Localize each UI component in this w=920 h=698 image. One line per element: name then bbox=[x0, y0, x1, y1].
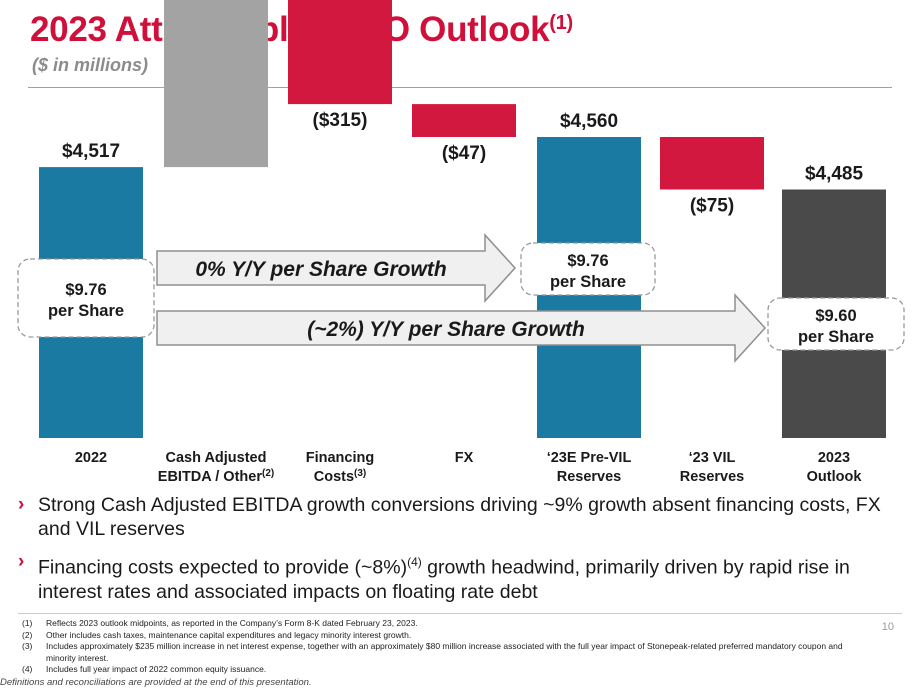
bar-1 bbox=[164, 0, 268, 168]
footnote: (4) Includes full year impact of 2022 com… bbox=[22, 664, 267, 674]
category-label: FX bbox=[455, 450, 474, 466]
bar-5 bbox=[660, 137, 764, 190]
growth-arrow-label: (~2%) Y/Y per Share Growth bbox=[307, 318, 585, 341]
chevron-right-icon: › bbox=[18, 551, 25, 572]
bullet-item-2: › Financing costs expected to provide (~… bbox=[18, 551, 850, 603]
per-share-label: $9.76 per Share bbox=[48, 281, 124, 320]
category-label: ‘23 VIL Reserves bbox=[680, 450, 745, 485]
category-label: Financing Costs(3) bbox=[306, 450, 374, 485]
bullet-item-1: › Strong Cash Adjusted EBITDA growth con… bbox=[18, 494, 881, 540]
footnote: (1) Reflects 2023 outlook midpoints, as r… bbox=[22, 618, 418, 628]
bar-3 bbox=[412, 104, 516, 137]
category-label: 2022 bbox=[75, 450, 107, 466]
growth-arrow bbox=[156, 233, 517, 303]
footnote: (2) Other includes cash taxes, maintenanc… bbox=[22, 629, 412, 640]
footer-divider bbox=[18, 613, 902, 614]
footnotes: (1) Reflects 2023 outlook midpoints, as r… bbox=[22, 618, 872, 676]
title-divider bbox=[28, 87, 892, 88]
value-label: $4,517 bbox=[62, 141, 120, 162]
per-share-label: $9.60 per Share bbox=[798, 307, 874, 346]
value-label: ($75) bbox=[690, 196, 734, 217]
chevron-right-icon: › bbox=[18, 494, 25, 515]
bar-2 bbox=[288, 0, 392, 105]
title-footnote-ref: (1) bbox=[549, 12, 573, 34]
per-share-label: $9.76 per Share bbox=[550, 252, 626, 291]
per-share-callout bbox=[17, 258, 155, 338]
page-subtitle: ($ in millions) bbox=[32, 55, 149, 75]
category-label: Cash Adjusted EBITDA / Other(2) bbox=[158, 450, 274, 485]
per-share-callout bbox=[520, 242, 656, 296]
growth-arrow-label: 0% Y/Y per Share Growth bbox=[195, 258, 446, 281]
category-label: 2023 Outlook bbox=[807, 450, 863, 485]
waterfall-chart: $4,517$405($315)($47)$4,560($75)$4,48520… bbox=[17, 0, 905, 485]
category-label: ‘23E Pre-VIL Reserves bbox=[547, 450, 632, 485]
growth-arrow bbox=[156, 293, 767, 363]
value-label: $4,560 bbox=[560, 111, 618, 132]
per-share-callout bbox=[767, 297, 905, 351]
value-label: ($315) bbox=[313, 110, 368, 131]
footnote: (3) Includes approximately $235 million i… bbox=[22, 641, 843, 663]
page-number: 10 bbox=[881, 621, 894, 633]
bullet-list: › Strong Cash Adjusted EBITDA growth con… bbox=[18, 493, 908, 613]
value-label: $4,485 bbox=[805, 164, 864, 185]
definitions-note: Definitions and reconciliations are prov… bbox=[0, 677, 312, 688]
bullet-footnote-ref: (4) bbox=[407, 555, 422, 569]
value-label: ($47) bbox=[442, 143, 486, 164]
